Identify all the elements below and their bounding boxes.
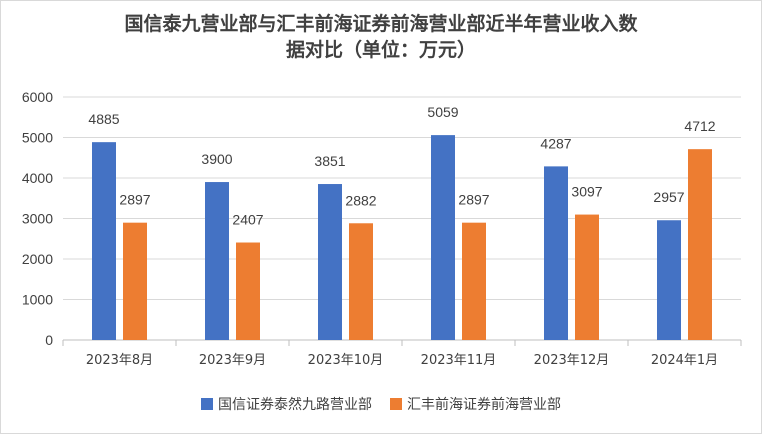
data-label-s1-4: 3097	[571, 184, 602, 200]
chart-title: 国信泰九营业部与汇丰前海证券前海营业部近半年营业收入数 据对比（单位：万元）	[1, 11, 761, 63]
bar-s0-1	[205, 182, 229, 340]
y-tick-label-3: 3000	[22, 211, 53, 227]
data-label-s0-4: 4287	[540, 135, 571, 151]
legend-swatch-1	[390, 398, 402, 410]
bar-s1-0	[123, 222, 147, 340]
bar-s0-5	[657, 220, 681, 340]
bar-s0-3	[431, 135, 455, 340]
x-tick-label-3: 2023年11月	[421, 353, 497, 368]
chart-title-line-2: 据对比（单位：万元）	[285, 39, 476, 61]
legend-label-0: 国信证券泰然九路营业部	[218, 396, 372, 413]
y-tick-label-2: 2000	[22, 251, 53, 267]
bar-s1-3	[462, 222, 486, 340]
x-tick-label-5: 2024年1月	[651, 353, 718, 368]
y-tick-label-4: 4000	[22, 170, 53, 186]
data-label-s1-3: 2897	[458, 192, 489, 208]
x-tick-label-2: 2023年10月	[308, 353, 384, 368]
data-label-s0-1: 3900	[201, 151, 232, 167]
y-tick-label-0: 0	[45, 332, 53, 348]
data-label-s0-0: 4885	[88, 111, 119, 127]
y-tick-label-6: 6000	[22, 89, 53, 105]
y-tick-label-1: 1000	[22, 292, 53, 308]
legend-label-1: 汇丰前海证券前海营业部	[407, 396, 561, 413]
data-label-s1-1: 2407	[232, 212, 263, 228]
legend-swatch-0	[201, 398, 213, 410]
bar-s0-4	[544, 166, 568, 340]
bar-s1-5	[688, 149, 712, 340]
x-tick-label-1: 2023年9月	[199, 353, 266, 368]
data-label-s1-2: 2882	[345, 192, 376, 208]
data-label-s0-3: 5059	[427, 104, 458, 120]
bar-s1-1	[236, 242, 260, 340]
chart-title-line-1: 国信泰九营业部与汇丰前海证券前海营业部近半年营业收入数	[124, 13, 638, 35]
data-label-s1-5: 4712	[684, 118, 715, 134]
bar-s1-2	[349, 223, 373, 340]
data-label-s0-2: 3851	[314, 153, 345, 169]
bar-s1-4	[575, 214, 599, 340]
bar-s0-2	[318, 184, 342, 340]
x-tick-label-0: 2023年8月	[86, 353, 153, 368]
y-tick-label-5: 5000	[22, 130, 53, 146]
bar-s0-0	[92, 142, 116, 340]
data-label-s0-5: 2957	[653, 189, 684, 205]
data-label-s1-0: 2897	[119, 192, 150, 208]
x-tick-label-4: 2023年12月	[534, 353, 610, 368]
